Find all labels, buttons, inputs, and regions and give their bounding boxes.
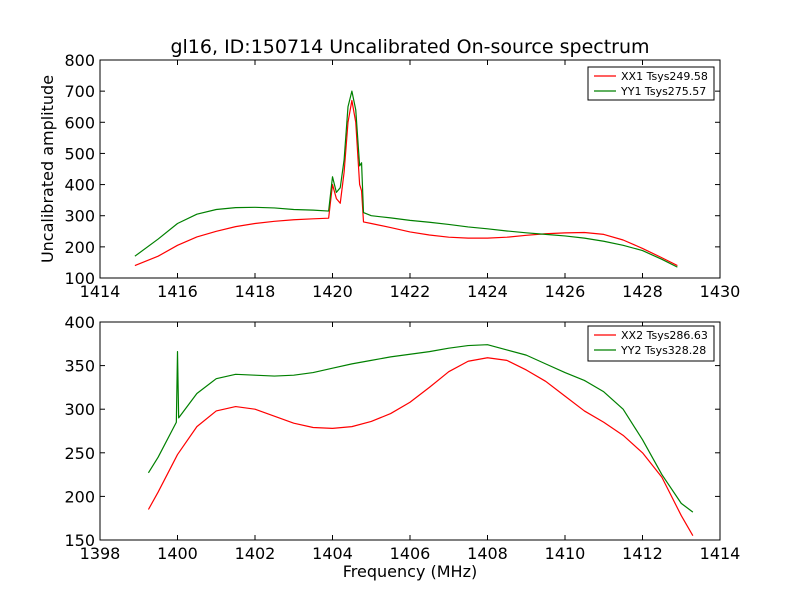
x-axis-label: Frequency (MHz) <box>343 562 477 581</box>
x-tick-label: 1402 <box>235 544 276 563</box>
y-tick-label: 350 <box>64 357 95 376</box>
y-tick-label: 300 <box>64 400 95 419</box>
x-tick-label: 1412 <box>622 544 663 563</box>
x-tick-label: 1424 <box>467 282 508 301</box>
y-tick-label: 700 <box>64 82 95 101</box>
y-tick-label: 150 <box>64 531 95 550</box>
y-tick-label: 800 <box>64 51 95 70</box>
legend-box <box>587 66 715 101</box>
x-tick-label: 1404 <box>312 544 353 563</box>
x-tick-label: 1406 <box>390 544 431 563</box>
legend-entry-xx: XX1 Tsys249.58 <box>621 70 708 83</box>
legend-entry-xx: XX2 Tsys286.63 <box>621 329 708 342</box>
y-tick-label: 400 <box>64 176 95 195</box>
x-tick-label: 1398 <box>80 544 121 563</box>
y-tick-label: 600 <box>64 113 95 132</box>
figure-title: gl16, ID:150714 Uncalibrated On-source s… <box>170 36 649 58</box>
top-panel: 1414 1416 1418 1420 1422 1424 1426 1428 1430 100 2… <box>38 51 740 301</box>
series-line-xx <box>134 99 678 267</box>
y-axis-label: Uncalibrated amplitude <box>38 75 57 263</box>
y-tick-label: 400 <box>64 313 95 332</box>
x-tick-label: 1414 <box>80 282 121 301</box>
y-tick-label: 300 <box>64 207 95 226</box>
legend-entry-yy: YY2 Tsys328.28 <box>620 344 706 357</box>
series-line-yy <box>134 90 678 268</box>
x-tick-label: 1408 <box>467 544 508 563</box>
x-tick-label: 1400 <box>157 544 198 563</box>
y-tick-label: 500 <box>64 144 95 163</box>
x-tick-label: 1426 <box>545 282 586 301</box>
bottom-panel: 1398 1400 1402 1404 1406 1408 1410 1412 1414 150 2… <box>64 313 740 581</box>
legend-entry-yy: YY1 Tsys275.57 <box>620 85 706 98</box>
x-tick-label: 1430 <box>700 282 741 301</box>
legend: XX1 Tsys249.58 YY1 Tsys275.57 <box>587 66 715 101</box>
legend: XX2 Tsys286.63 YY2 Tsys328.28 <box>587 325 715 362</box>
x-tick-label: 1410 <box>545 544 586 563</box>
x-tick-label: 1418 <box>235 282 276 301</box>
x-tick-label: 1428 <box>622 282 663 301</box>
legend-box <box>587 325 715 362</box>
y-tick-label: 200 <box>64 238 95 257</box>
series-line-xx <box>147 357 694 536</box>
x-tick-label: 1416 <box>157 282 198 301</box>
y-tick-label: 100 <box>64 269 95 288</box>
x-tick-label: 1414 <box>700 544 741 563</box>
y-tick-label: 250 <box>64 444 95 463</box>
y-tick-label: 200 <box>64 487 95 506</box>
series-line-yy <box>147 344 694 513</box>
x-tick-label: 1422 <box>390 282 431 301</box>
x-tick-label: 1420 <box>312 282 353 301</box>
